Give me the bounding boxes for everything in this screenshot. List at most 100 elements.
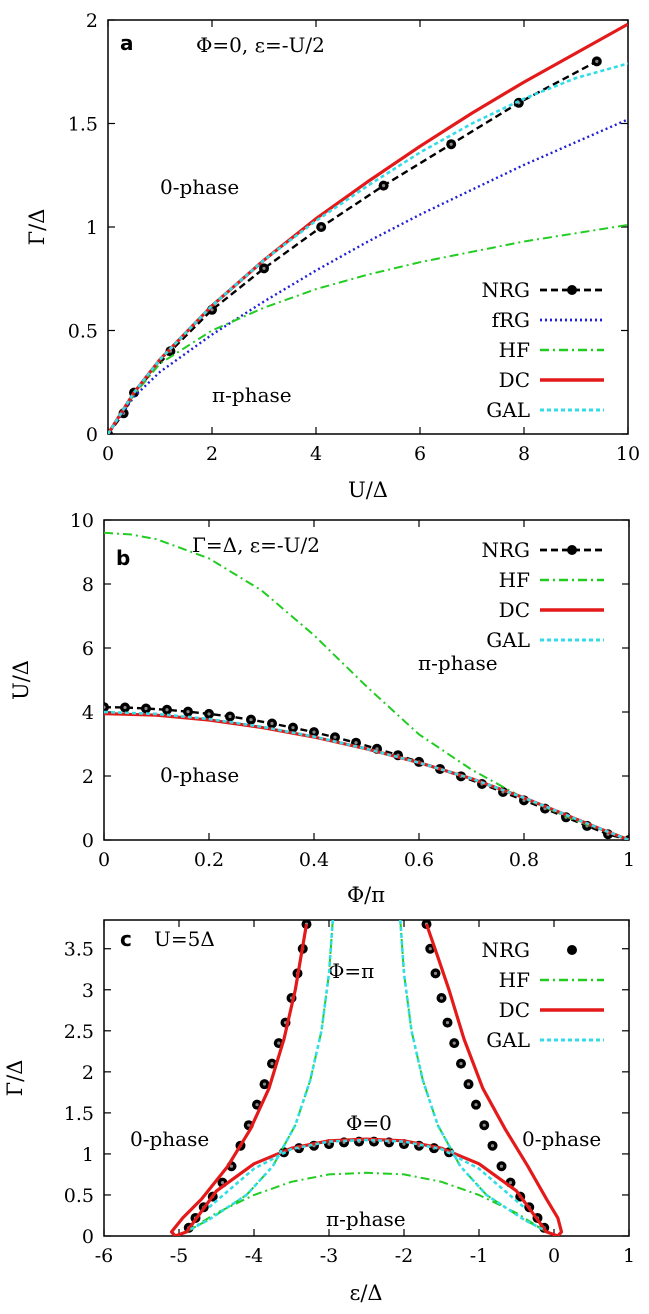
data-point-center: [165, 708, 169, 712]
legend-label-gal: GAL: [486, 628, 530, 652]
panel-c-frame: [103, 919, 630, 1237]
y-tick-label: 1: [86, 217, 98, 239]
x-tick-label: -3: [320, 1245, 339, 1267]
x-tick-label: 0.4: [299, 849, 329, 871]
data-point-center: [319, 225, 323, 229]
data-point-center: [375, 747, 379, 751]
legend-label-dc: DC: [499, 998, 530, 1022]
panel-c-right-region: 0-phase: [522, 1127, 601, 1151]
series-group: [108, 22, 628, 434]
x-tick-label: 0.6: [404, 849, 434, 871]
data-point-center: [499, 1164, 504, 1168]
panel-c-condition: U=5Δ: [154, 927, 215, 951]
series-line-dc: [108, 22, 628, 434]
x-tick-label: 10: [616, 443, 640, 465]
x-tick-label: -2: [395, 1245, 414, 1267]
legend-label-dc: DC: [499, 598, 530, 622]
panel-c-xlabel: ε/Δ: [349, 1281, 382, 1305]
y-tick-label: 4: [82, 702, 94, 724]
y-tick-label: 2: [82, 766, 94, 788]
y-tick-label: 8: [82, 574, 94, 596]
data-point-center: [270, 1062, 274, 1066]
data-point-center: [445, 1020, 450, 1025]
data-point-center: [508, 1181, 513, 1185]
series-line-gal: [108, 62, 628, 434]
panel-c-phi-pi: Φ=π: [328, 959, 374, 983]
panel-a: 0 2 4 6 8 10 0 0.5 1 1.5 2 Γ/Δ U/Δ a Φ=0, ε=-U/2 0…: [25, 10, 640, 502]
data-point-center: [452, 1041, 456, 1045]
data-point-center: [333, 735, 337, 739]
x-tick-label: 8: [518, 443, 530, 465]
y-tick-label: 1.5: [68, 114, 98, 136]
x-tick-label: 1: [623, 1245, 635, 1267]
data-point-center: [439, 996, 444, 1000]
legend-label-dc: DC: [499, 368, 530, 392]
data-point-center: [104, 705, 106, 709]
data-point-center: [433, 971, 438, 975]
data-point-center: [312, 730, 316, 734]
x-tick-label: 0.2: [194, 849, 224, 871]
legend-label-gal: GAL: [486, 398, 530, 422]
panel-c-bottom-region: π-phase: [326, 1207, 406, 1231]
panel-b-letter: b: [116, 546, 130, 570]
legend-label-hf: HF: [499, 968, 530, 992]
data-point-center: [220, 1181, 225, 1185]
legend-label-nrg: NRG: [481, 278, 530, 302]
series-line-frg: [108, 118, 628, 434]
y-tick-label: 3: [82, 980, 94, 1002]
panel-c: -6 -5 -4 -3 -2 -1 0 1 0 0.5 1 1.5 2 2.5 3 3.5 Γ/Δ ε/Δ c…: [3, 919, 635, 1305]
y-tick-label: 0.5: [64, 1185, 94, 1207]
data-point-center: [428, 947, 432, 951]
legend-marker-nrg: [567, 285, 577, 295]
x-tick-label: 0: [98, 849, 110, 871]
panel-a-ylabel: Γ/Δ: [25, 209, 49, 246]
data-point-center: [354, 741, 358, 745]
panel-a-upper-region: 0-phase: [160, 175, 239, 199]
x-tick-label: 0.8: [509, 849, 539, 871]
data-point-center: [229, 1164, 234, 1168]
y-tick-label: 1.5: [64, 1103, 94, 1125]
legend-label-nrg: NRG: [481, 538, 530, 562]
y-tick-label: 10: [70, 510, 94, 532]
x-tick-label: 2: [206, 443, 218, 465]
data-point-center: [291, 726, 295, 730]
data-point-center: [255, 1103, 259, 1107]
series-line-gal: [104, 710, 629, 840]
panel-b-xlabel: Φ/π: [347, 883, 385, 907]
series-group: [104, 531, 629, 840]
data-point-center: [490, 1144, 495, 1148]
data-point-center: [595, 59, 599, 64]
x-tick-label: 1: [623, 849, 635, 871]
legend-label-nrg: NRG: [481, 938, 530, 962]
legend-marker-nrg: [567, 545, 577, 555]
panel-b-upper-region: π-phase: [418, 651, 498, 675]
legend-label-gal: GAL: [486, 1028, 530, 1052]
data-point-center: [247, 1123, 251, 1127]
data-point-center: [382, 184, 386, 188]
x-tick-label: -1: [470, 1245, 489, 1267]
data-point-center: [466, 1082, 471, 1086]
data-point-nrg: [104, 702, 109, 713]
series-line-gal: [189, 920, 544, 1231]
data-point-center: [277, 1041, 281, 1045]
y-tick-label: 2: [86, 10, 98, 32]
legend-label-hf: HF: [499, 568, 530, 592]
data-point-center: [249, 718, 253, 722]
data-point-center: [207, 712, 211, 716]
data-point-center: [262, 266, 266, 270]
panel-c-phi-zero: Φ=0: [346, 1111, 392, 1135]
data-point-center: [123, 705, 127, 710]
series-group: [169, 920, 564, 1236]
data-point-center: [402, 1142, 406, 1146]
y-tick-label: 0: [82, 830, 94, 852]
x-tick-label: 6: [414, 443, 426, 465]
x-tick-label: 0: [102, 443, 114, 465]
panel-a-condition: Φ=0, ε=-U/2: [196, 33, 325, 57]
series-line-hf: [104, 531, 629, 840]
legend-marker-nrg: [567, 945, 577, 955]
y-tick-label: 0: [82, 1226, 94, 1248]
data-point-center: [144, 706, 148, 711]
panel-c-letter: c: [120, 927, 132, 951]
y-tick-label: 1: [82, 1144, 94, 1166]
